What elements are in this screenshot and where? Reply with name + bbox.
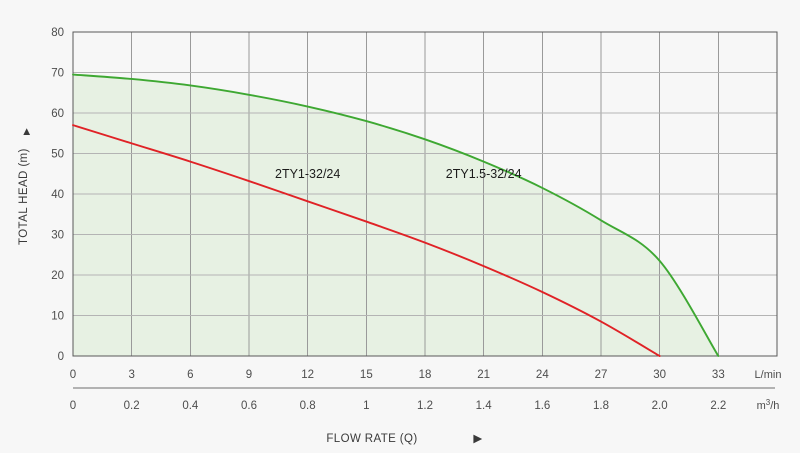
y-tick-30: 30 bbox=[51, 230, 64, 242]
x-axis-title: FLOW RATE (Q) bbox=[326, 433, 417, 445]
curve-series-labels: 2TY1.5-32/24 2TY1-32/24 bbox=[275, 167, 522, 181]
y-axis-arrow-icon: ▲ bbox=[21, 126, 33, 138]
unit-label-lmin: L/min bbox=[755, 369, 782, 381]
x-tick-lmin-18: 18 bbox=[419, 369, 432, 381]
x-tick-m3h-7: 1.4 bbox=[476, 400, 493, 412]
y-tick-60: 60 bbox=[51, 108, 64, 120]
x-tick-m3h-9: 1.8 bbox=[593, 400, 609, 412]
x-axis-title-group: FLOW RATE (Q) ▶ bbox=[326, 433, 483, 445]
plot-border bbox=[72, 31, 778, 357]
y-axis-title-group: TOTAL HEAD (m) ▲ bbox=[18, 126, 33, 245]
x-tick-lmin-33: 33 bbox=[712, 369, 725, 381]
x-tick-m3h-4: 0.8 bbox=[300, 400, 316, 412]
x-tick-m3h-3: 0.6 bbox=[241, 400, 257, 412]
x-tick-m3h-5: 1 bbox=[363, 400, 369, 412]
y-tick-50: 50 bbox=[51, 149, 64, 161]
x-tick-m3h-0: 0 bbox=[70, 400, 76, 412]
x-tick-m3h-6: 1.2 bbox=[417, 400, 433, 412]
y-tick-0: 0 bbox=[58, 351, 64, 363]
x-axis-tick-labels-lmin: 0 3 6 9 12 15 18 21 24 27 30 33 bbox=[70, 369, 725, 381]
x-tick-lmin-24: 24 bbox=[536, 369, 549, 381]
curve-label-1: 2TY1.5-32/24 bbox=[446, 167, 522, 181]
x-tick-lmin-12: 12 bbox=[301, 369, 314, 381]
x-tick-lmin-6: 6 bbox=[187, 369, 193, 381]
y-tick-40: 40 bbox=[51, 189, 64, 201]
x-tick-lmin-9: 9 bbox=[246, 369, 252, 381]
curve-paths bbox=[72, 73, 720, 357]
curve-area-fills bbox=[73, 74, 719, 357]
y-axis-title: TOTAL HEAD (m) bbox=[18, 148, 30, 245]
x-tick-lmin-30: 30 bbox=[653, 369, 666, 381]
x-tick-m3h-10: 2.0 bbox=[652, 400, 668, 412]
y-tick-10: 10 bbox=[51, 311, 64, 323]
x-tick-lmin-27: 27 bbox=[595, 369, 608, 381]
x-tick-lmin-15: 15 bbox=[360, 369, 373, 381]
curve-label-2: 2TY1-32/24 bbox=[275, 167, 340, 181]
x-axis-arrow-icon: ▶ bbox=[473, 433, 483, 445]
x-tick-m3h-2: 0.4 bbox=[182, 400, 199, 412]
grid-lines bbox=[73, 32, 777, 356]
y-tick-20: 20 bbox=[51, 270, 64, 282]
y-tick-80: 80 bbox=[51, 27, 64, 39]
y-tick-70: 70 bbox=[51, 68, 64, 80]
x-tick-m3h-11: 2.2 bbox=[710, 400, 726, 412]
x-tick-lmin-21: 21 bbox=[477, 369, 490, 381]
y-axis-tick-labels: 0 10 20 30 40 50 60 70 80 bbox=[51, 27, 64, 363]
x-tick-lmin-0: 0 bbox=[70, 369, 76, 381]
unit-label-m3h: m3/h bbox=[757, 398, 780, 412]
x-tick-m3h-8: 1.6 bbox=[534, 400, 550, 412]
x-axis-tick-labels-m3h: 0 0.2 0.4 0.6 0.8 1 1.2 1.4 1.6 1.8 2.0 2.2 bbox=[70, 400, 727, 412]
curve-series-1 bbox=[72, 73, 720, 357]
curve-series-2 bbox=[72, 124, 661, 357]
x-tick-lmin-3: 3 bbox=[128, 369, 134, 381]
x-tick-m3h-1: 0.2 bbox=[124, 400, 140, 412]
